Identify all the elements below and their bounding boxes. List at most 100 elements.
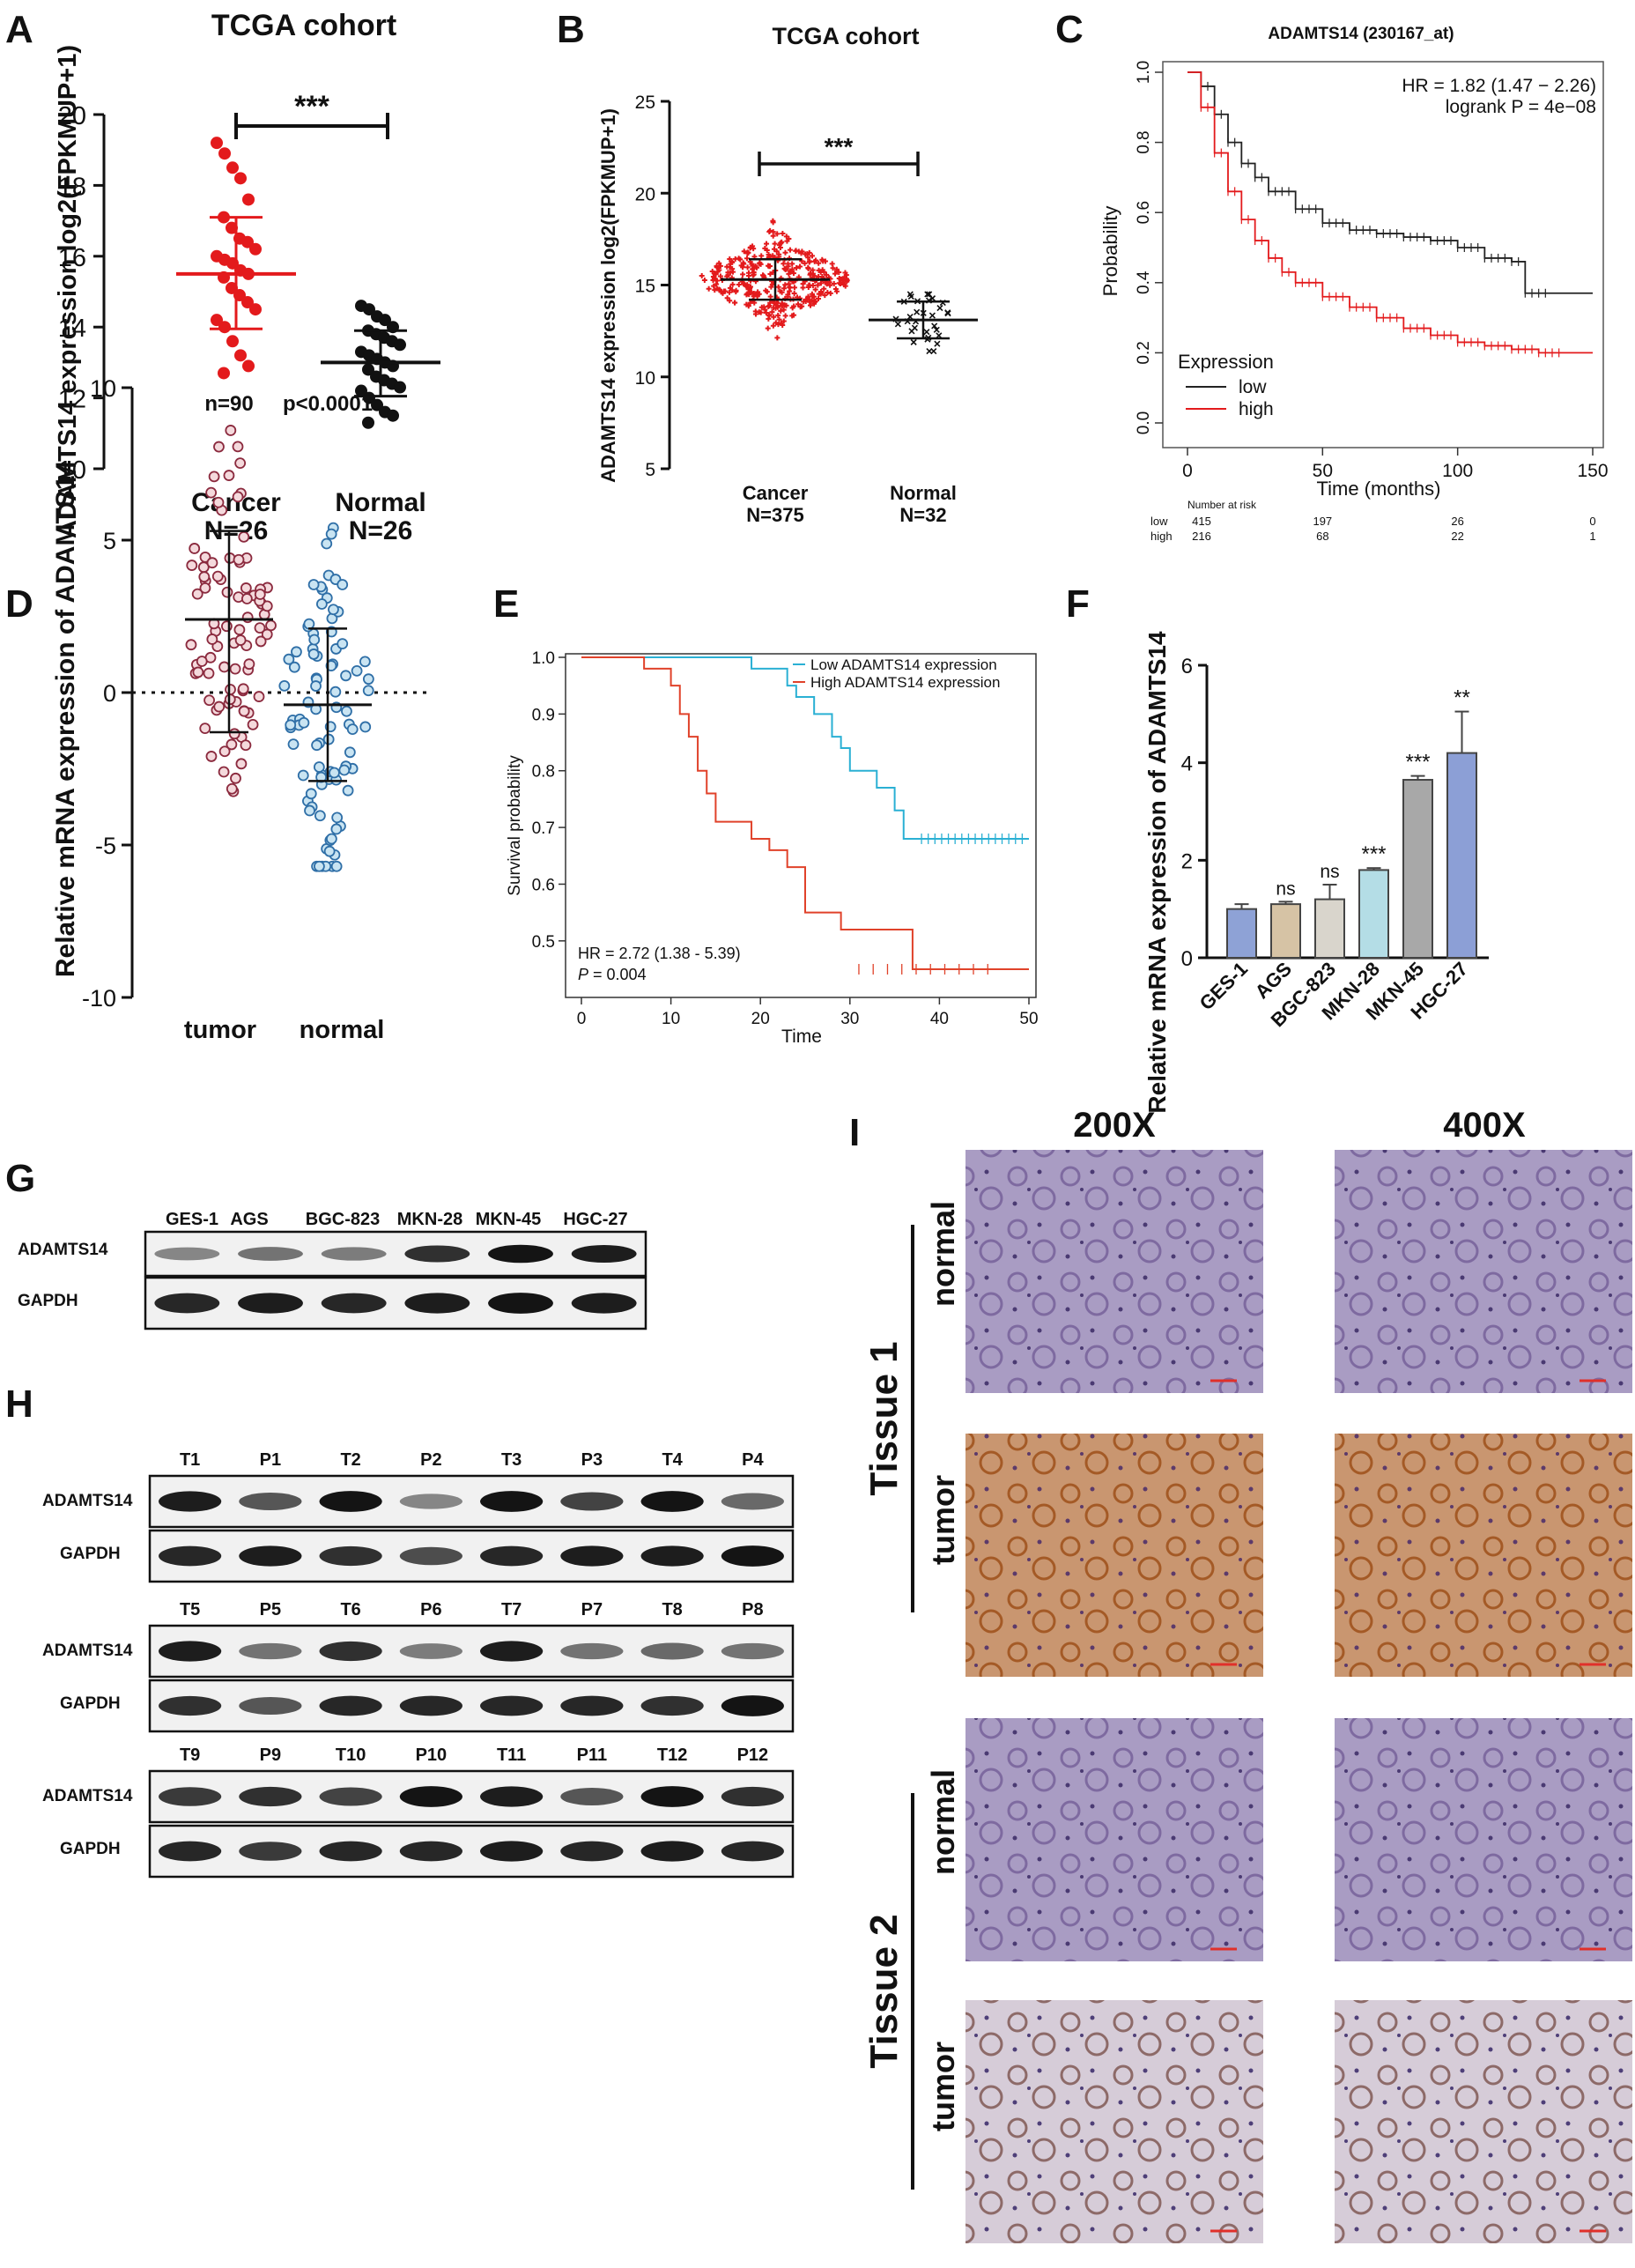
lane-label: P10 xyxy=(416,1745,448,1765)
row-label-gapdh: GAPDH xyxy=(60,1694,121,1713)
panel-a-title: TCGA cohort xyxy=(211,9,396,42)
data-point xyxy=(766,263,773,270)
data-point xyxy=(906,313,914,321)
data-point xyxy=(315,598,328,610)
blot-band xyxy=(159,1841,222,1862)
blot-band xyxy=(399,1493,462,1509)
blot-band xyxy=(560,1695,624,1716)
panel-letter-c: C xyxy=(1055,8,1084,51)
data-point xyxy=(795,301,802,308)
condition-label-normal: normal xyxy=(925,1769,961,1875)
data-point xyxy=(741,248,747,255)
data-point xyxy=(241,235,254,248)
blot-band xyxy=(480,1491,544,1512)
data-point xyxy=(240,582,252,594)
data-point xyxy=(218,745,231,758)
data-point xyxy=(748,289,754,295)
data-point xyxy=(791,303,797,309)
panel-g-western-blot: GES-1 AGS BGC-823 MKN-28 MKN-45 HGC-27 ADAMTS1… xyxy=(18,1210,647,1330)
x-tick-label: 50 xyxy=(1313,461,1333,481)
data-point xyxy=(832,285,839,292)
blot-band xyxy=(159,1787,222,1806)
data-point xyxy=(819,256,825,263)
data-point xyxy=(756,309,762,315)
blot-band xyxy=(319,1787,382,1806)
blot-band xyxy=(640,1786,704,1807)
data-point xyxy=(191,588,203,600)
data-point xyxy=(351,664,363,677)
panel-letter-g: G xyxy=(5,1157,35,1200)
y-tick-label: 20 xyxy=(635,184,655,204)
data-point xyxy=(233,553,245,566)
blot-band xyxy=(159,1491,222,1512)
data-point xyxy=(810,267,816,273)
data-point xyxy=(774,304,781,310)
data-point xyxy=(827,290,833,296)
data-point xyxy=(771,314,777,320)
data-point xyxy=(242,193,255,206)
data-point xyxy=(196,656,208,667)
blot-band xyxy=(239,1786,302,1807)
data-point xyxy=(329,767,340,779)
condition-label-tumor: tumor xyxy=(925,1475,961,1565)
data-point xyxy=(337,638,349,650)
blot-band xyxy=(721,1493,784,1510)
data-point xyxy=(213,700,226,713)
blot-band xyxy=(319,1841,382,1862)
lane-label: P12 xyxy=(737,1745,769,1765)
y-tick-label: 0.8 xyxy=(532,763,555,782)
risk-count: 68 xyxy=(1316,530,1328,543)
x-tick-label: 10 xyxy=(662,1010,680,1028)
x-tick-label: 0 xyxy=(577,1010,587,1028)
blot-band xyxy=(560,1841,624,1862)
data-point xyxy=(770,229,776,235)
data-point xyxy=(786,271,792,277)
data-point xyxy=(308,634,321,646)
tissue-label: Tissue 1 xyxy=(862,1341,906,1495)
blot-band xyxy=(721,1695,784,1716)
y-tick-label: 0.0 xyxy=(1135,411,1153,434)
lane-label: P9 xyxy=(260,1745,281,1765)
blot-band xyxy=(480,1841,544,1862)
ihc-image-tumor xyxy=(965,2000,1263,2243)
y-tick-label: 0 xyxy=(103,680,116,707)
data-point xyxy=(218,766,230,778)
data-point xyxy=(842,283,848,289)
data-point xyxy=(212,496,225,508)
x-tick-label: 100 xyxy=(1442,461,1473,481)
legend-title: Expression xyxy=(1178,351,1274,373)
data-point xyxy=(794,264,800,271)
data-point xyxy=(218,321,231,334)
ihc-image-normal xyxy=(1335,1718,1632,1961)
data-point xyxy=(331,812,344,824)
data-point xyxy=(218,367,230,380)
y-axis-label: Relative mRNA expression of ADAMTS14 xyxy=(51,461,80,978)
lane-label: T6 xyxy=(340,1600,360,1619)
data-point xyxy=(716,260,722,266)
data-point xyxy=(712,287,718,293)
data-point xyxy=(249,303,262,316)
y-tick-label: 12 xyxy=(58,386,86,414)
x-tick-label: 40 xyxy=(930,1010,949,1028)
data-point xyxy=(840,279,846,285)
p-value: = 0.004 xyxy=(588,966,647,983)
bar xyxy=(1270,903,1301,959)
significance-label: ns xyxy=(1276,878,1295,899)
blot-band xyxy=(640,1491,704,1512)
blot-band xyxy=(560,1492,624,1511)
data-point xyxy=(787,288,793,294)
data-point xyxy=(775,312,781,318)
data-point xyxy=(714,264,720,271)
data-point xyxy=(340,670,351,682)
data-point xyxy=(800,285,806,291)
hazard-ratio-label: HR = 1.82 (1.47 − 2.26) xyxy=(1402,76,1596,96)
data-point xyxy=(314,860,325,872)
data-point xyxy=(797,263,803,270)
data-point xyxy=(229,663,241,675)
blot-band xyxy=(480,1545,544,1567)
data-point xyxy=(234,172,247,185)
bar xyxy=(1402,779,1433,959)
significance-label: *** xyxy=(825,133,854,160)
blot-band xyxy=(560,1545,624,1567)
data-point xyxy=(931,322,938,330)
